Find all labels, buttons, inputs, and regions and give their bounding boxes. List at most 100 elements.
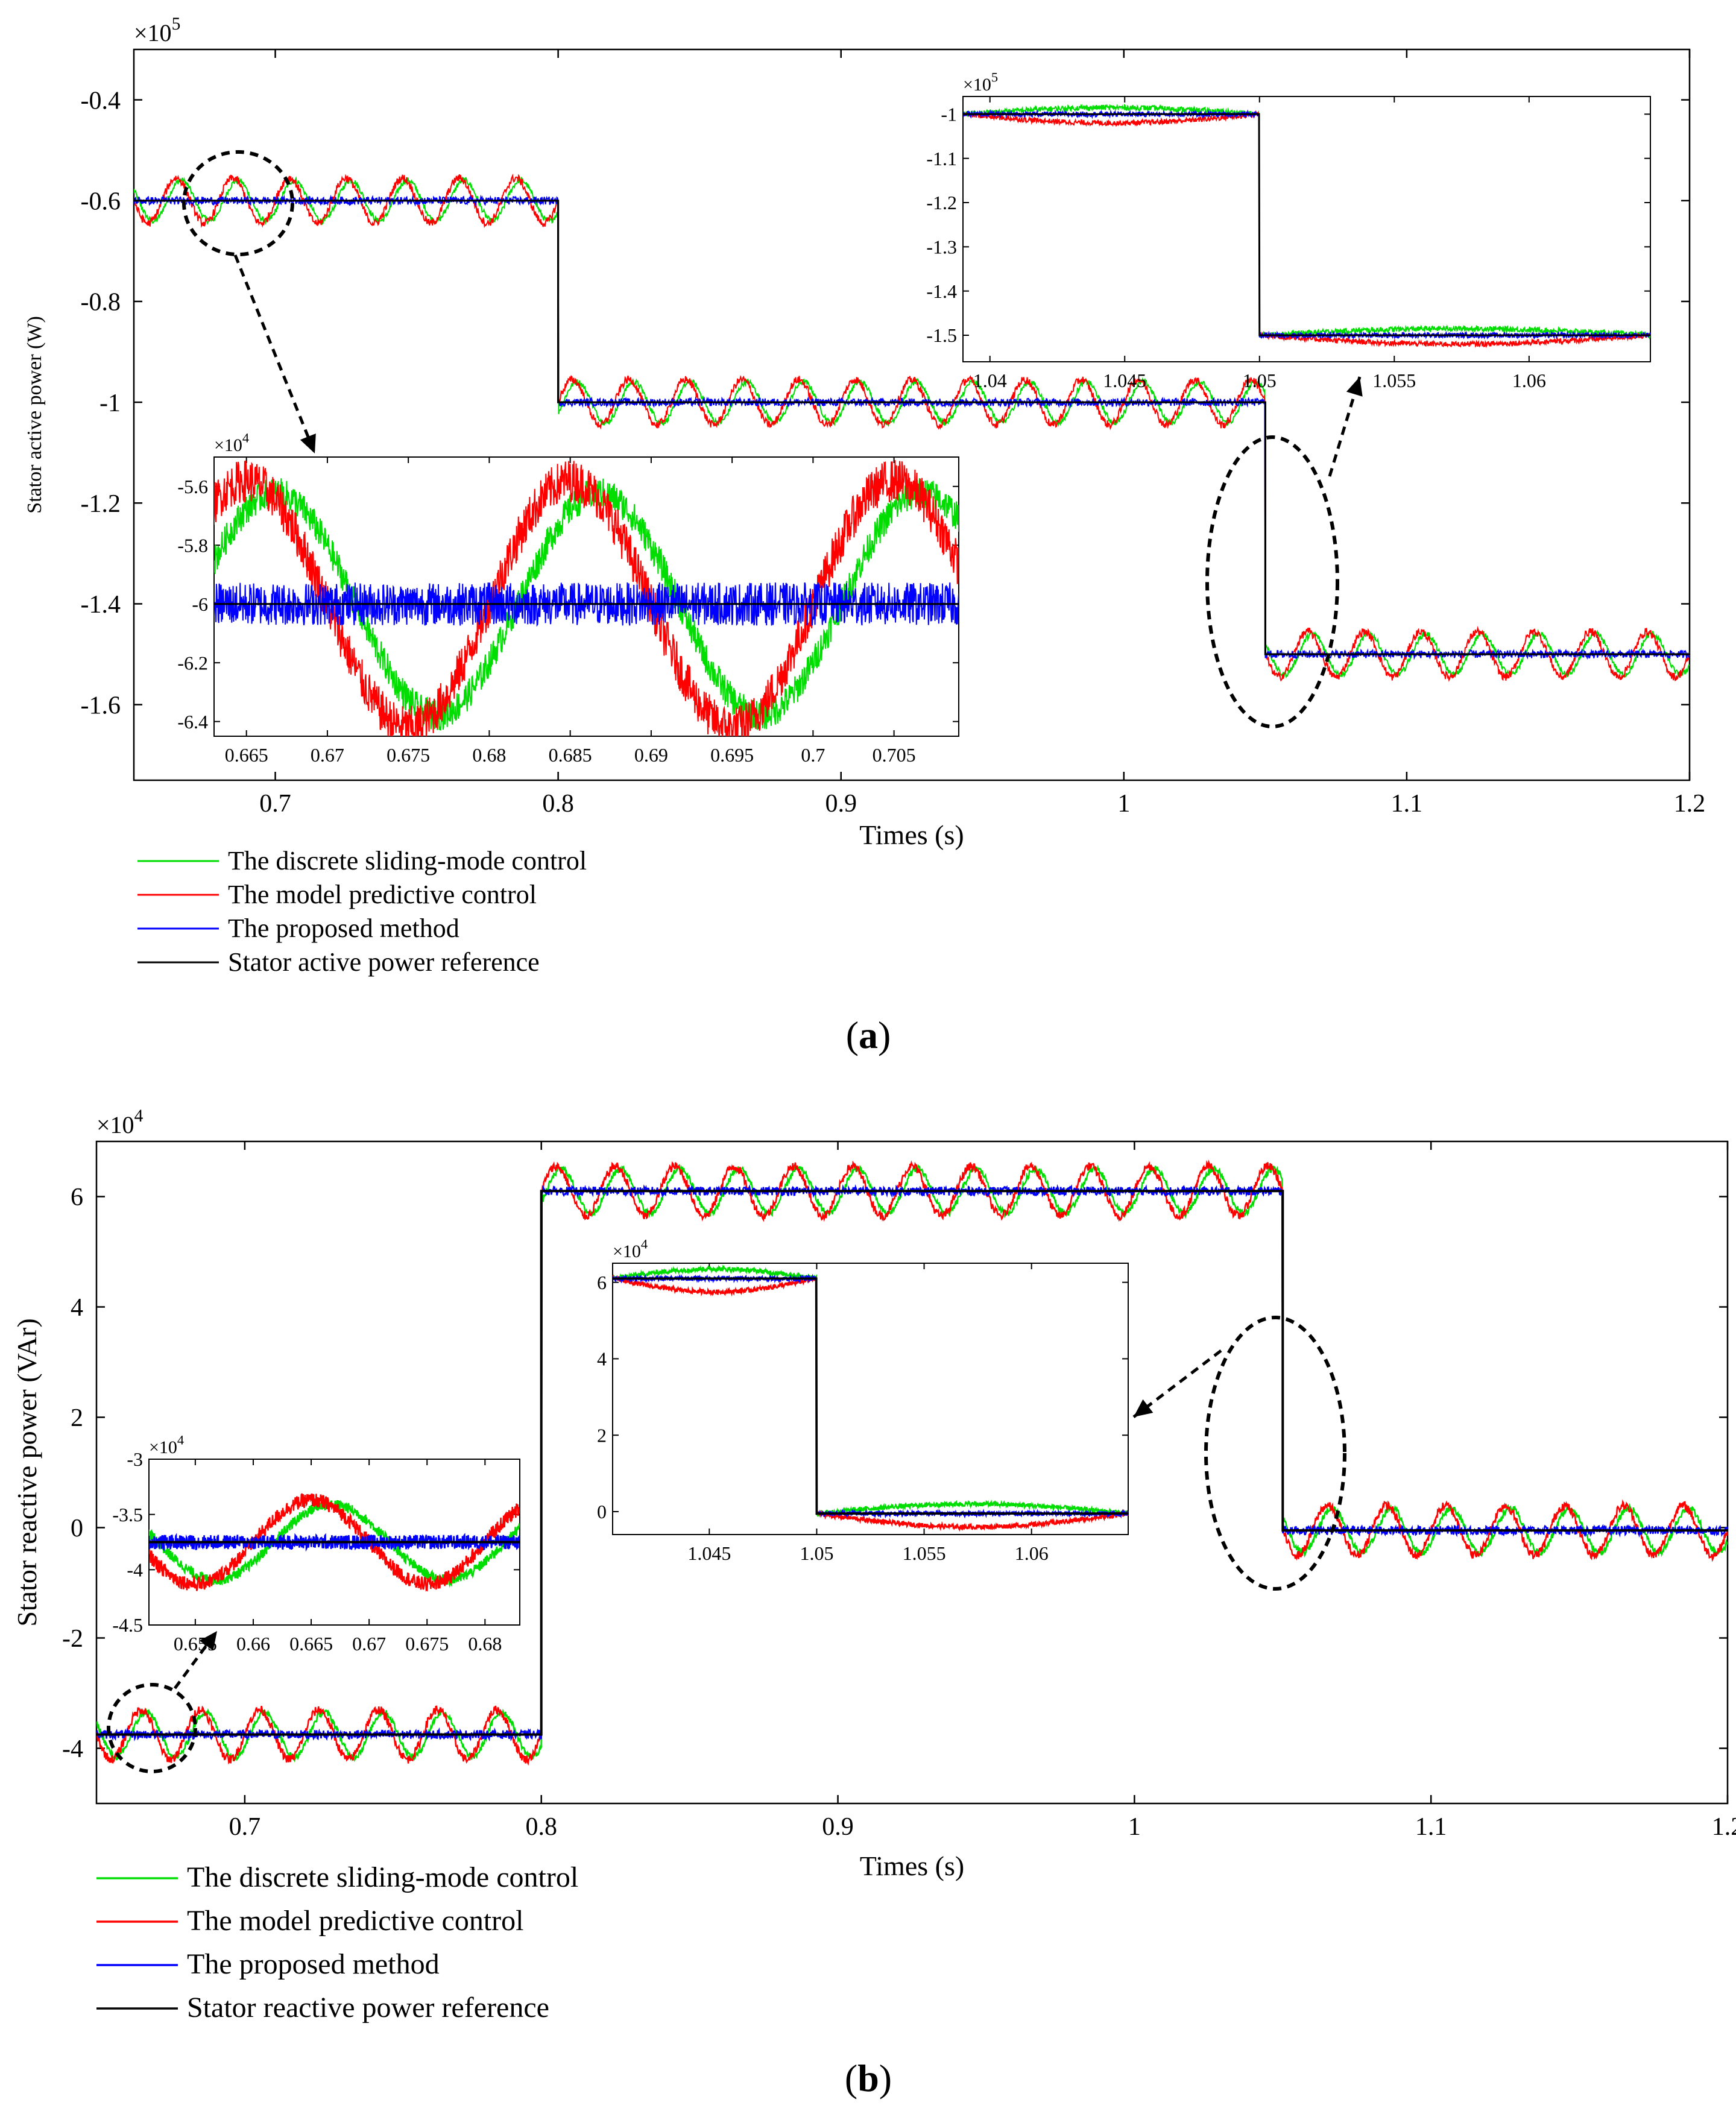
a-main-y-tick-label: -1.6 — [81, 692, 121, 719]
a-inset-steady-multiplier-exp: 4 — [242, 431, 249, 446]
b-zoom-arrow-right — [1132, 1349, 1222, 1418]
a-inset-steady-x-tick-label: 0.685 — [549, 744, 592, 766]
a-inset-steady-x-tick-label: 0.705 — [873, 744, 916, 766]
b-inset-steady-multiplier-exp: 4 — [177, 1433, 184, 1448]
b-y-axis-label: Stator reactive power (VAr) — [11, 1318, 42, 1626]
b-inset-transient-y-tick-label: 4 — [597, 1348, 607, 1370]
a-main-series-reference — [134, 200, 1690, 655]
b-inset-steady-y-tick-label: -3.5 — [112, 1504, 143, 1526]
a-main-y-tick-label: -0.6 — [81, 188, 121, 215]
b-main-x-tick-label: 0.7 — [229, 1813, 261, 1841]
b-inset-steady-x-tick-label: 0.665 — [289, 1633, 333, 1655]
a-inset-transient-x-tick-label: 1.05 — [1243, 370, 1277, 391]
b-inset-steady-x-tick-label: 0.67 — [352, 1633, 386, 1655]
a-main-y-tick-label: -1.2 — [81, 490, 121, 518]
b-main-multiplier: ×104 — [96, 1106, 144, 1138]
a-caption-close: ) — [878, 1014, 891, 1056]
a-inset-steady-x-tick-label: 0.69 — [634, 744, 668, 766]
a-inset-steady-y-tick-label: -6.2 — [177, 652, 208, 674]
a-inset-transient-y-tick-label: -1.1 — [926, 148, 957, 169]
b-zoom-arrow-left-head — [199, 1631, 217, 1651]
b-inset-transient-y-tick-label: 6 — [597, 1272, 607, 1293]
a-inset-transient-x-tick-label: 1.045 — [1103, 370, 1146, 391]
a-caption: (a) — [846, 1014, 891, 1056]
a-main-y-tick-label: -0.8 — [81, 289, 121, 317]
a-legend-label-dsmc: The discrete sliding-mode control — [228, 846, 587, 876]
a-inset-transient-plot-area — [962, 96, 1651, 362]
a-inset-transient-series-mpc — [963, 110, 1650, 349]
a-zoom-arrow-left — [233, 254, 317, 454]
b-main-x-tick-label: 1.1 — [1415, 1813, 1447, 1841]
a-inset-transient-multiplier-exp: 5 — [991, 70, 998, 85]
a-inset-transient-x-tick-label: 1.06 — [1512, 370, 1546, 391]
b-main-y-tick-label: 2 — [71, 1404, 83, 1432]
a-zoom-ellipse-right — [1205, 435, 1339, 728]
b-inset-transient-series-reference — [613, 1277, 1128, 1515]
b-caption-letter: b — [857, 2057, 879, 2100]
a-caption-open: ( — [846, 1014, 859, 1056]
b-caption: (b) — [845, 2057, 892, 2100]
chart-b-reactive-power: 0.7 0.8 0.9 1 1.1 1.2 6 4 2 0 -2 -4 ×104 Times (s) Sta… — [11, 1106, 1736, 2100]
b-main-x-tick-label: 1.2 — [1712, 1813, 1736, 1841]
a-inset-steady-y-tick-label: -6 — [192, 593, 208, 615]
a-inset-transient-series-reference — [963, 113, 1650, 336]
b-inset-transient-multiplier-exp: 4 — [641, 1237, 648, 1252]
b-inset-transient-x-tick-label: 1.055 — [903, 1542, 946, 1564]
b-zoom-arrow-right-head — [1134, 1399, 1154, 1417]
a-main-y-tick-label: -0.4 — [81, 87, 121, 115]
a-main-x-tick-label: 0.7 — [259, 790, 291, 818]
b-legend-label-dsmc: The discrete sliding-mode control — [187, 1861, 578, 1893]
b-main-y-tick-label: -2 — [62, 1625, 83, 1653]
b-inset-transient-x-tick-label: 1.06 — [1015, 1542, 1049, 1564]
b-inset-transient-x-tick-label: 1.05 — [800, 1542, 833, 1564]
b-zoom-ellipse-left — [107, 1683, 197, 1773]
a-main-x-tick-label: 1 — [1117, 790, 1130, 818]
a-x-axis-label: Times (s) — [859, 819, 964, 850]
a-inset-steady-x-tick-label: 0.695 — [710, 744, 754, 766]
b-inset-steady-y-tick-label: -4.5 — [112, 1614, 143, 1636]
b-inset-transient-x-tick-label: 1.045 — [687, 1542, 731, 1564]
b-inset-steady-x-tick-label: 0.675 — [405, 1633, 449, 1655]
b-inset-transient-plot-area — [612, 1263, 1129, 1535]
a-inset-transient-y-tick-label: -1.2 — [926, 192, 957, 213]
a-main-x-tick-label: 1.1 — [1391, 790, 1423, 818]
a-inset-transient-y-tick-label: -1.4 — [926, 280, 957, 302]
a-main-multiplier-exp: 5 — [172, 14, 181, 34]
b-main-y-tick-label: 0 — [71, 1515, 83, 1542]
a-caption-letter: a — [859, 1014, 878, 1056]
b-main-x-tick-label: 0.8 — [525, 1813, 557, 1841]
a-zoom-ellipse-left — [182, 150, 294, 256]
a-inset-steady-y-tick-label: -5.8 — [177, 534, 208, 556]
b-inset-transient-series-dsmc — [613, 1264, 1128, 1518]
b-main-x-tick-label: 0.9 — [822, 1813, 854, 1841]
b-legend-label-reference: Stator reactive power reference — [187, 1992, 549, 2024]
a-inset-transient-x-tick-label: 1.04 — [973, 370, 1007, 391]
a-zoom-arrow-left-head — [300, 433, 316, 453]
a-inset-transient-y-tick-label: -1 — [941, 104, 957, 125]
b-main-series-reference — [96, 1190, 1728, 1736]
a-main-x-tick-label: 0.8 — [542, 790, 574, 818]
b-inset-steady-series-mpc — [149, 1493, 520, 1592]
b-x-axis-label: Times (s) — [860, 1851, 964, 1881]
b-main-multiplier-exp: 4 — [134, 1106, 144, 1126]
b-inset-steady-y-tick-label: -3 — [127, 1448, 143, 1470]
b-inset-steady-x-tick-label: 0.66 — [236, 1633, 270, 1655]
a-inset-transient-x-tick-label: 1.055 — [1372, 370, 1416, 391]
b-inset-transient-y-tick-label: 0 — [597, 1501, 607, 1522]
a-inset-steady-y-tick-label: -5.6 — [177, 476, 208, 497]
a-inset-steady-x-tick-label: 0.665 — [225, 744, 268, 766]
b-legend-label-proposed: The proposed method — [187, 1948, 440, 1980]
b-inset-steady-x-tick-label: 0.68 — [468, 1633, 502, 1655]
b-caption-close: ) — [879, 2057, 892, 2100]
a-zoom-arrow-right — [1328, 376, 1362, 477]
b-caption-open: ( — [845, 2057, 857, 2100]
b-main-y-tick-label: 4 — [71, 1294, 83, 1322]
b-main-series-mpc — [96, 1159, 1728, 1766]
b-main-y-tick-label: -4 — [62, 1735, 83, 1763]
a-inset-steady-x-tick-label: 0.67 — [311, 744, 344, 766]
b-inset-transient-y-tick-label: 2 — [597, 1424, 607, 1446]
a-inset-steady-series-proposed — [214, 582, 959, 627]
a-y-axis-label: Stator active power (W) — [24, 316, 46, 514]
b-main-x-tick-label: 1 — [1128, 1813, 1141, 1841]
a-main-x-tick-label: 1.2 — [1674, 790, 1706, 818]
